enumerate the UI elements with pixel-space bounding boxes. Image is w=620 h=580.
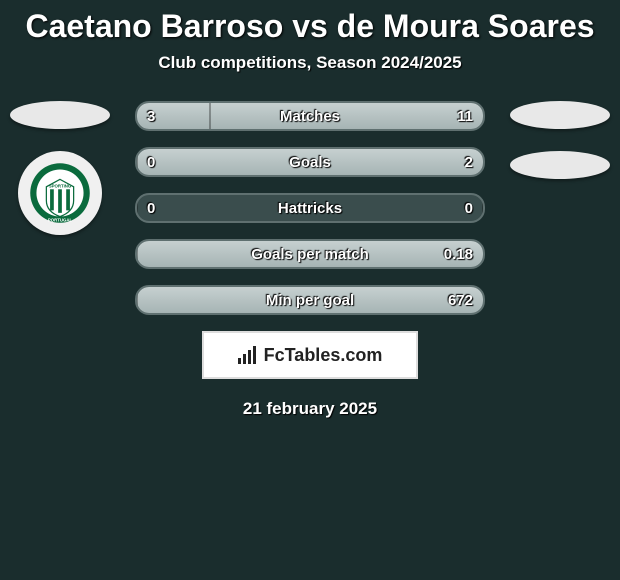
stat-value-right: 672 <box>438 287 483 313</box>
stat-label: Goals <box>137 154 483 171</box>
club-badge-sporting: SCP SPORTING PORTUGAL <box>18 151 102 235</box>
svg-text:SCP: SCP <box>53 172 67 179</box>
stat-label: Goals per match <box>137 246 483 263</box>
player-silhouette-oval <box>510 101 610 129</box>
stat-row: Min per goal672 <box>135 285 485 315</box>
sporting-crest-icon: SCP SPORTING PORTUGAL <box>29 162 91 224</box>
stats-bars: 3Matches110Goals20Hattricks0Goals per ma… <box>135 101 485 315</box>
player-silhouette-oval <box>510 151 610 179</box>
snapshot-date: 21 february 2025 <box>0 399 620 419</box>
attribution-label: FcTables.com <box>264 345 383 366</box>
svg-text:SPORTING: SPORTING <box>49 183 72 188</box>
stat-value-right: 0 <box>455 195 483 221</box>
player-silhouette-oval <box>10 101 110 129</box>
stat-row: 0Goals2 <box>135 147 485 177</box>
right-player-avatars <box>510 101 610 201</box>
attribution-badge: FcTables.com <box>202 331 418 379</box>
bar-chart-icon <box>238 346 258 364</box>
stat-row: Goals per match0.18 <box>135 239 485 269</box>
stat-row: 0Hattricks0 <box>135 193 485 223</box>
stat-label: Matches <box>137 108 483 125</box>
stat-label: Min per goal <box>137 292 483 309</box>
stat-label: Hattricks <box>137 200 483 217</box>
svg-text:PORTUGAL: PORTUGAL <box>48 218 73 223</box>
stat-value-right: 2 <box>455 149 483 175</box>
content-area: SCP SPORTING PORTUGAL 3Matches110Goals20… <box>0 101 620 315</box>
page-title: Caetano Barroso vs de Moura Soares <box>0 0 620 45</box>
left-player-avatars: SCP SPORTING PORTUGAL <box>10 101 110 235</box>
page-subtitle: Club competitions, Season 2024/2025 <box>0 53 620 73</box>
stat-value-right: 11 <box>447 103 483 129</box>
stat-row: 3Matches11 <box>135 101 485 131</box>
stat-value-right: 0.18 <box>434 241 483 267</box>
attribution-text: FcTables.com <box>238 345 383 366</box>
